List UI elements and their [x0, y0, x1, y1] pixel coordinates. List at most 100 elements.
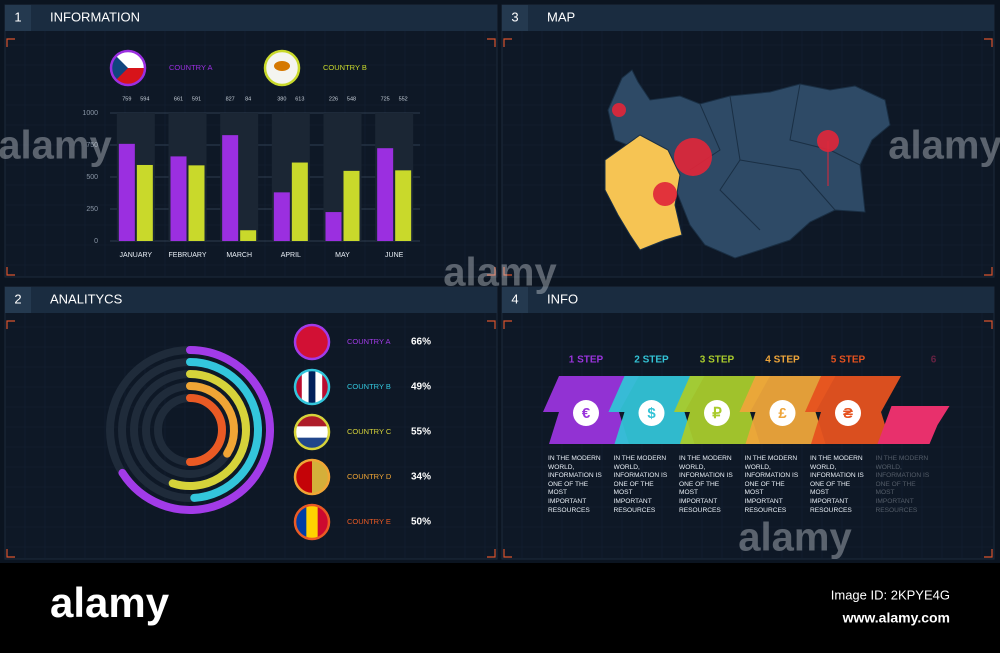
corner-bracket — [6, 549, 15, 558]
legend-label: COUNTRY A — [347, 337, 390, 346]
step-text: IN THE MODERN WORLD, INFORMATION IS ONE … — [548, 455, 602, 514]
step-shape — [877, 406, 950, 444]
x-tick-label: APRIL — [281, 252, 301, 259]
step-icon-circle — [835, 400, 861, 426]
flag — [295, 460, 329, 494]
map-border — [739, 159, 836, 211]
step-label: 5 STEP — [831, 355, 866, 366]
corner-bracket — [487, 38, 496, 47]
legend-label: COUNTRY E — [347, 517, 391, 526]
value-label: 84 — [245, 96, 251, 102]
flag-stripe — [308, 370, 316, 404]
step-text: IN THE MODERN WORLD, INFORMATION IS ONE … — [744, 455, 799, 514]
step-symbol: $ — [647, 405, 656, 422]
panel-header — [502, 5, 994, 31]
corner-bracket — [487, 267, 496, 276]
flag-ring — [293, 503, 331, 541]
flag-stripe — [322, 370, 329, 404]
bar — [343, 170, 360, 241]
value-label: 613 — [295, 96, 304, 102]
flag-stripe — [306, 505, 319, 539]
map-region-highlight — [604, 134, 683, 251]
step-symbol: £ — [778, 405, 787, 422]
x-tick-label: JANUARY — [120, 252, 153, 259]
panel-header — [5, 287, 497, 313]
step-symbol: ₽ — [712, 405, 722, 422]
y-tick-label: 0 — [94, 238, 98, 245]
radial-bar — [186, 358, 262, 502]
value-label: 548 — [347, 96, 356, 102]
panel-number-box — [502, 5, 528, 31]
watermark: alamy — [443, 251, 557, 295]
step-icon-circle — [704, 400, 730, 426]
corner-bracket — [984, 320, 993, 329]
flag — [295, 325, 329, 359]
y-tick-label: 250 — [86, 206, 98, 213]
flag-stripe — [301, 370, 310, 404]
corner-bracket — [487, 320, 496, 329]
flag — [295, 370, 329, 404]
bar — [273, 192, 290, 241]
value-label: 50% — [411, 517, 431, 528]
step-icon-circle — [769, 400, 796, 426]
radial-bar — [118, 346, 274, 514]
watermark: alamy — [888, 124, 1000, 168]
step-text-box: IN THE MODERN WORLD, INFORMATION IS ONE … — [744, 455, 799, 514]
bar — [170, 156, 187, 241]
panel-number-box — [502, 287, 528, 313]
step-text-box: IN THE MODERN WORLD, INFORMATION IS ONE … — [613, 455, 668, 514]
legend-label: COUNTRY A — [169, 63, 212, 72]
value-label: 594 — [140, 96, 149, 102]
flag-stripe — [295, 370, 303, 404]
value-label: 552 — [399, 96, 408, 102]
panel-header — [502, 287, 994, 313]
footer-bar — [0, 563, 1000, 653]
value-label: 827 — [226, 96, 235, 102]
flag — [295, 505, 329, 539]
step-text: IN THE MODERN WORLD, INFORMATION IS ONE … — [875, 455, 930, 514]
panel-title: MAP — [547, 9, 575, 24]
value-label: 49% — [411, 382, 431, 393]
panel-number: 1 — [14, 9, 21, 24]
map-border — [719, 95, 761, 231]
corner-bracket — [984, 267, 993, 276]
flag-stripe — [295, 426, 329, 439]
step-symbol: € — [582, 405, 591, 422]
bar — [325, 212, 342, 241]
panel-number: 2 — [14, 291, 21, 306]
corner-bracket — [503, 38, 512, 47]
flag-ring — [263, 49, 301, 87]
value-label: 725 — [381, 96, 390, 102]
radial-bar — [186, 394, 226, 466]
panel-number: 3 — [511, 9, 518, 24]
y-tick-label: 1000 — [82, 110, 98, 117]
flag-triangle — [111, 51, 128, 85]
watermark: alamy — [738, 516, 852, 560]
step-label: 4 STEP — [765, 355, 800, 366]
bar — [395, 170, 412, 241]
legend-label: COUNTRY B — [323, 63, 367, 72]
flag-stripe — [295, 460, 313, 494]
corner-bracket — [984, 38, 993, 47]
watermark: alamy — [0, 124, 112, 168]
footer-logo: alamy — [50, 579, 170, 626]
panel-number-box — [5, 5, 31, 31]
step-text-box: IN THE MODERN WORLD, INFORMATION IS ONE … — [548, 455, 602, 514]
step-text: IN THE MODERN WORLD, INFORMATION IS ONE … — [613, 455, 668, 514]
value-label: 66% — [411, 337, 431, 348]
panel-title: ANALITYCS — [50, 291, 123, 306]
bar — [188, 165, 205, 241]
value-label: 380 — [277, 96, 286, 102]
value-label: 759 — [122, 96, 131, 102]
value-label: 591 — [192, 96, 201, 102]
radial-bar — [186, 382, 238, 458]
bar — [222, 135, 239, 241]
corner-bracket — [6, 38, 15, 47]
corner-bracket — [503, 320, 512, 329]
value-label: 661 — [174, 96, 183, 102]
step-symbol: ₴ — [843, 405, 853, 422]
flag-ring — [293, 458, 331, 496]
flag-stripe — [315, 370, 323, 404]
bar — [377, 148, 394, 241]
